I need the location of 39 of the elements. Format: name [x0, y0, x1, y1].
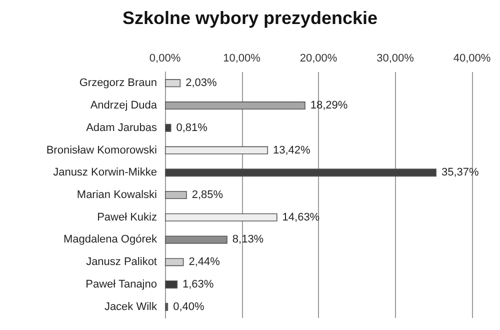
y-tick-label: Janusz Palikot [86, 256, 157, 268]
y-tick-label: Grzegorz Braun [79, 77, 157, 90]
x-tick-label: 20,00% [300, 52, 338, 64]
bar [165, 302, 168, 311]
bar [165, 168, 436, 177]
data-label: 1,63% [182, 278, 214, 290]
chart-title: Szkolne wybory prezydenckie [122, 8, 378, 28]
bar [165, 146, 268, 154]
x-tick-label: 10,00% [223, 52, 261, 64]
y-tick-label: Andrzej Duda [90, 100, 158, 112]
y-tick-label: Marian Kowalski [76, 189, 157, 201]
y-tick-label: Bronisław Komorowski [46, 144, 157, 156]
data-label: 14,63% [282, 211, 320, 224]
data-label: 35,37% [441, 166, 479, 179]
x-tick-label: 30,00% [376, 52, 414, 64]
data-label: 8,13% [232, 234, 264, 246]
y-tick-label: Magdalena Ogórek [63, 234, 158, 246]
y-tick-label: Jacek Wilk [104, 300, 158, 313]
bar [165, 102, 306, 110]
data-label: 0,40% [173, 300, 204, 313]
bar [165, 280, 178, 288]
bar [165, 236, 228, 244]
data-label: 2,03% [186, 77, 217, 90]
bar [165, 124, 172, 132]
x-tick-label: 0,00% [149, 52, 181, 64]
data-label: 18,29% [310, 100, 348, 112]
data-label: 0,81% [176, 122, 208, 134]
y-tick-label: Janusz Korwin-Mikke [53, 166, 157, 179]
bar [165, 258, 184, 266]
data-label: 13,42% [273, 144, 311, 156]
y-tick-label: Adam Jarubas [86, 122, 158, 134]
data-label: 2,44% [188, 256, 220, 268]
bar [165, 79, 181, 88]
x-tick-label: 40,00% [453, 52, 491, 64]
y-tick-label: Paweł Tanajno [86, 278, 157, 290]
y-tick-label: Paweł Kukiz [97, 211, 157, 224]
bar [165, 191, 187, 199]
bar [165, 213, 278, 222]
data-label: 2,85% [192, 189, 224, 201]
